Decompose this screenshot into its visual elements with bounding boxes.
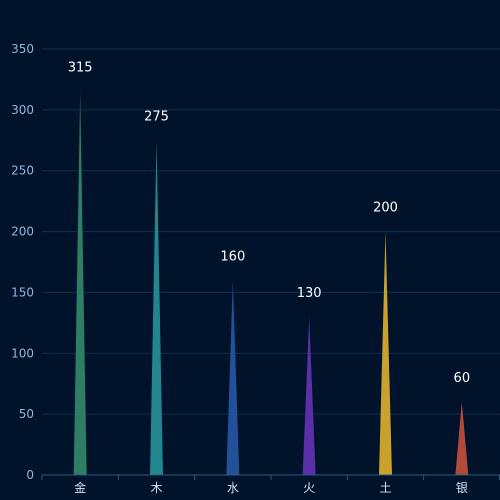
- bars: [73, 91, 469, 476]
- y-tick-label: 0: [26, 468, 34, 482]
- x-category-label: 火: [303, 481, 315, 495]
- x-category-label: 银: [456, 481, 468, 495]
- y-tick-label: 100: [11, 346, 34, 360]
- bar-5: [379, 231, 392, 475]
- data-label-3: 160: [220, 249, 245, 264]
- data-label-1: 315: [68, 61, 93, 76]
- y-axis-ticks: 0 50 100 150 200 250 300 350: [11, 42, 34, 482]
- y-tick-label: 250: [11, 164, 34, 178]
- bar-3: [226, 280, 240, 475]
- data-label-6: 60: [454, 371, 471, 386]
- bar-4: [302, 316, 316, 475]
- data-labels: 315 275 160 130 200 60: [68, 61, 470, 386]
- grid-lines: [42, 48, 500, 415]
- data-label-2: 275: [144, 109, 169, 124]
- bar-6: [455, 401, 469, 475]
- bar-2: [150, 140, 163, 476]
- y-tick-label: 150: [11, 285, 34, 299]
- bar-1: [73, 91, 87, 475]
- x-category-label: 木: [150, 481, 162, 495]
- y-tick-label: 50: [19, 407, 34, 421]
- data-label-5: 200: [373, 201, 398, 216]
- x-category-label: 水: [227, 481, 239, 495]
- y-tick-label: 300: [11, 103, 34, 117]
- data-label-4: 130: [297, 286, 322, 301]
- x-axis: 金木水火土银: [41, 474, 500, 495]
- y-tick-label: 350: [11, 42, 34, 56]
- x-category-label: 金: [74, 480, 86, 495]
- y-tick-label: 200: [11, 225, 34, 239]
- x-category-label: 土: [379, 481, 391, 495]
